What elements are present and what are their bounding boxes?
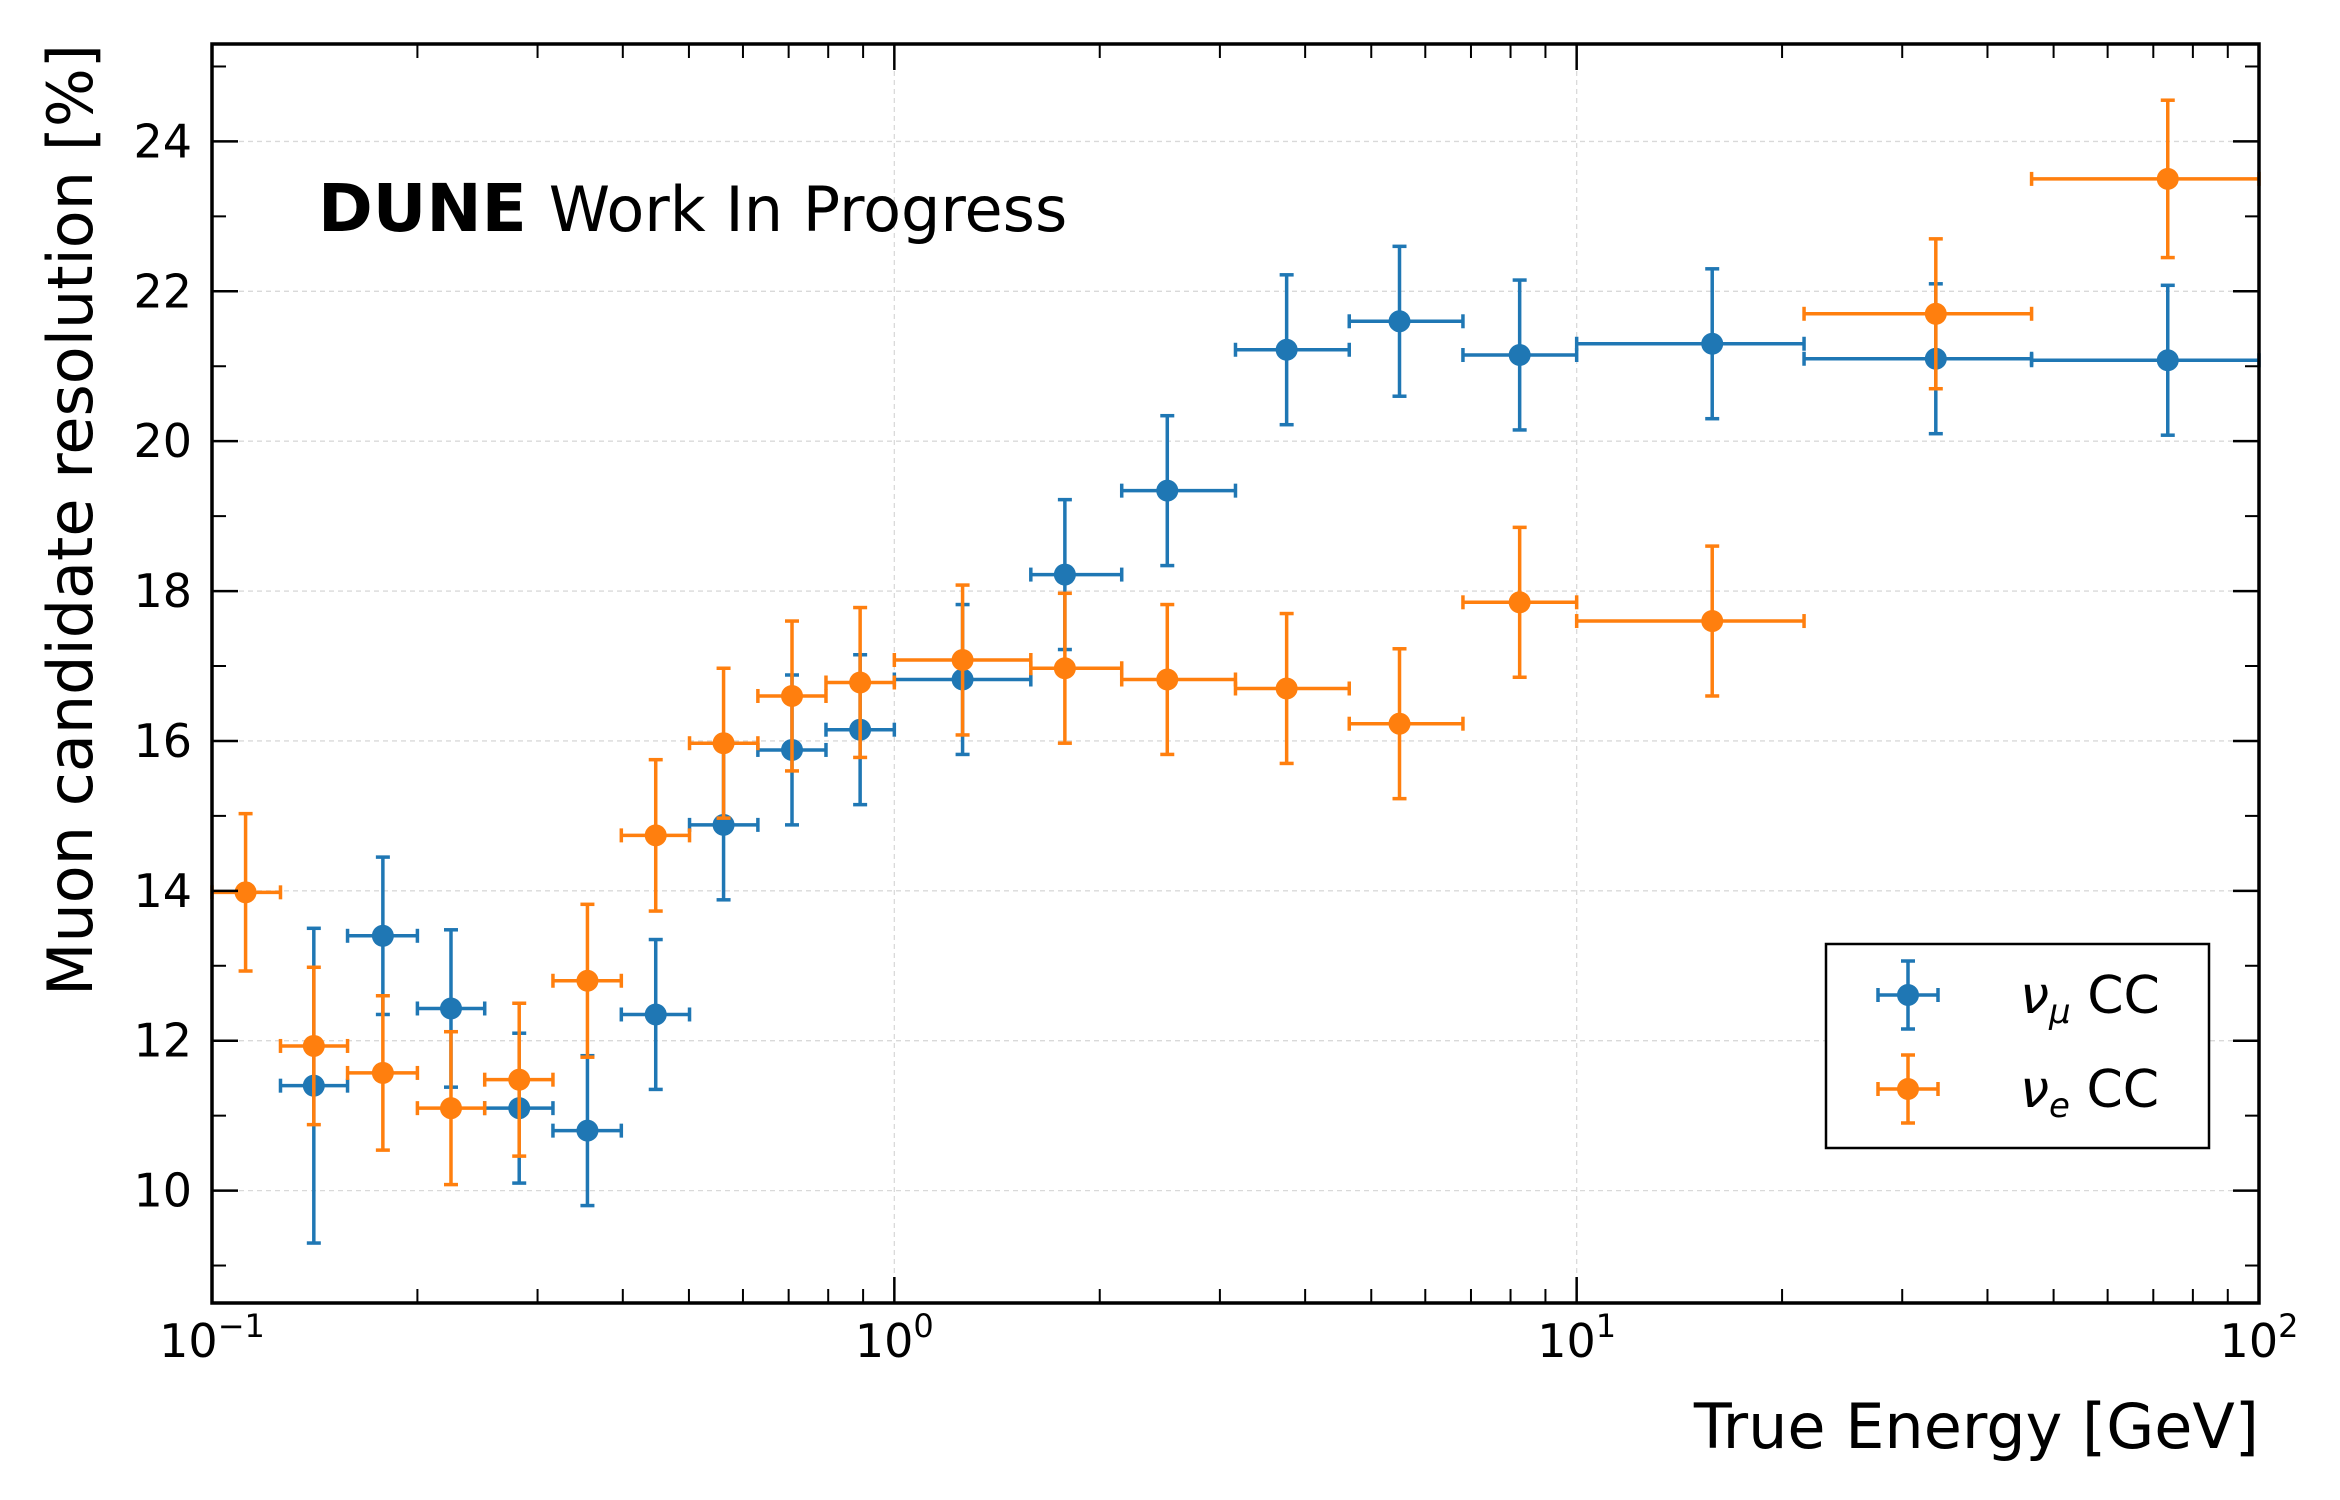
data-point (1574, 267, 1806, 421)
marker (371, 1061, 394, 1084)
series-layer (210, 98, 2261, 1245)
data-point (1461, 278, 1579, 432)
data-point (1029, 497, 1124, 652)
marker (1275, 338, 1298, 361)
data-point (687, 666, 760, 820)
data-point (1233, 611, 1351, 766)
data-point (482, 1001, 555, 1158)
data-point (278, 965, 350, 1127)
marker (1053, 657, 1076, 680)
marker (2156, 167, 2179, 190)
marker (1701, 610, 1724, 633)
series-0 (278, 244, 2261, 1245)
marker (712, 732, 735, 755)
marker (439, 997, 462, 1020)
marker (439, 1097, 462, 1120)
annotation-normal: Work In Progress (549, 173, 1068, 246)
legend-marker (1897, 984, 1919, 1006)
legend-entry-1: νe CC (1876, 1053, 2159, 1126)
axes (210, 42, 2261, 1305)
marker (2156, 349, 2179, 372)
legend: νμ CC νe CC (1824, 942, 2211, 1150)
marker (644, 824, 667, 847)
y-axis-label: Muon candidate resolution [%] (34, 44, 107, 996)
marker (508, 1068, 531, 1091)
series-1 (210, 98, 2261, 1187)
marker (1388, 310, 1411, 333)
data-point (892, 583, 1033, 737)
data-point (210, 811, 283, 973)
data-point (551, 902, 624, 1059)
x-tick-label: 10−1 (159, 1307, 265, 1368)
x-tick-label: 100 (855, 1307, 934, 1368)
marker (951, 649, 974, 672)
marker (576, 1119, 599, 1142)
data-point (1029, 591, 1124, 745)
marker (1508, 591, 1531, 614)
marker (576, 969, 599, 992)
data-point (1802, 282, 2034, 436)
marker (781, 684, 804, 707)
data-point (1119, 602, 1238, 757)
marker (1508, 344, 1531, 367)
data-point (551, 1053, 624, 1208)
marker (302, 1034, 325, 1057)
y-tick-label: 20 (133, 414, 192, 468)
data-point (1461, 525, 1579, 679)
tick-labels: 10 12 14 16 18 20 22 24 10−1 100 101 102 (133, 114, 2298, 1368)
y-tick-label: 24 (133, 114, 192, 168)
marker (1053, 563, 1076, 586)
legend-marker (1897, 1078, 1919, 1100)
y-tick-label: 22 (133, 264, 192, 318)
y-tick-label: 16 (133, 714, 192, 768)
x-tick-label: 102 (2220, 1307, 2299, 1368)
data-point (1347, 244, 1465, 398)
y-tick-label: 10 (133, 1164, 192, 1218)
y-tick-label: 18 (133, 564, 192, 618)
y-tick-label: 14 (133, 864, 192, 918)
data-point (345, 855, 420, 1017)
marker (644, 1003, 667, 1026)
data-point (1347, 647, 1465, 801)
x-axis-label: True Energy [GeV] (1693, 1390, 2259, 1463)
data-point (619, 757, 692, 913)
annotation: DUNE Work In Progress (318, 170, 1067, 247)
marker (234, 881, 257, 904)
annotation-bold: DUNE (318, 170, 527, 247)
legend-frame (1824, 942, 2211, 1150)
data-point (619, 937, 692, 1092)
data-point (824, 605, 897, 760)
data-point (2029, 98, 2261, 260)
data-point (415, 1029, 487, 1187)
plot-frame (210, 42, 2261, 1305)
x-tick-label: 101 (1537, 1307, 1616, 1368)
data-point (1802, 237, 2034, 391)
data-point (756, 619, 828, 773)
marker (371, 924, 394, 947)
data-point (2029, 283, 2261, 437)
data-point (1233, 273, 1351, 427)
data-point (1119, 413, 1238, 568)
marker (1156, 668, 1179, 691)
marker (1388, 712, 1411, 735)
legend-label: νe CC (2020, 1060, 2159, 1126)
legend-entry-0: νμ CC (1876, 959, 2160, 1032)
marker (1701, 332, 1724, 355)
data-point (1574, 544, 1806, 698)
data-point (345, 993, 420, 1152)
marker (849, 671, 872, 694)
legend-label: νμ CC (2020, 966, 2160, 1032)
marker (1924, 302, 1947, 325)
marker (1275, 677, 1298, 700)
y-tick-label: 12 (133, 1014, 192, 1068)
marker (1156, 479, 1179, 502)
data-point (415, 928, 487, 1089)
